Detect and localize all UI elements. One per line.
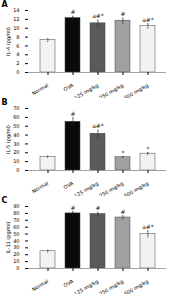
svg-text:125 mg/kg: 125 mg/kg (73, 180, 100, 196)
svg-text:8: 8 (16, 34, 19, 40)
svg-text:*: * (122, 149, 125, 156)
svg-text:#: # (120, 208, 125, 215)
svg-text:80: 80 (13, 210, 19, 216)
svg-text:IL-4 (pg/ml): IL-4 (pg/ml) (5, 27, 12, 56)
svg-text:0: 0 (16, 167, 19, 173)
svg-text:30: 30 (13, 244, 19, 250)
svg-text:500 mg/kg: 500 mg/kg (123, 278, 150, 294)
svg-text:IL-13 (pg/ml): IL-13 (pg/ml) (5, 221, 12, 253)
svg-text:10: 10 (13, 258, 19, 264)
svg-text:OVA: OVA (62, 180, 74, 191)
svg-text:a#*: a#* (142, 223, 154, 230)
svg-text:Normal: Normal (31, 82, 50, 96)
svg-text:40: 40 (13, 238, 19, 244)
svg-text:#: # (95, 204, 100, 211)
svg-text:C: C (2, 196, 8, 205)
svg-text:*: * (147, 145, 150, 152)
svg-text:10: 10 (13, 25, 19, 31)
svg-text:2: 2 (16, 60, 19, 66)
svg-text:50: 50 (13, 123, 19, 129)
svg-text:20: 20 (13, 149, 19, 155)
svg-text:OVA: OVA (62, 82, 74, 93)
svg-text:20: 20 (13, 251, 19, 257)
svg-text:12: 12 (13, 16, 19, 22)
svg-text:250 mg/kg: 250 mg/kg (98, 278, 125, 294)
svg-text:250 mg/kg: 250 mg/kg (98, 180, 125, 196)
svg-text:40: 40 (13, 132, 19, 138)
svg-text:a#*: a#* (92, 12, 104, 19)
svg-text:500 mg/kg: 500 mg/kg (123, 180, 150, 196)
svg-text:125 mg/kg: 125 mg/kg (73, 82, 100, 98)
svg-text:Normal: Normal (31, 278, 50, 292)
svg-text:a#*: a#* (92, 122, 104, 129)
svg-text:#: # (70, 8, 75, 15)
svg-text:a#*: a#* (142, 16, 154, 23)
svg-text:60: 60 (13, 114, 19, 120)
svg-text:10: 10 (13, 158, 19, 164)
svg-text:60: 60 (13, 224, 19, 230)
svg-text:Normal: Normal (31, 180, 50, 194)
svg-text:OVA: OVA (62, 278, 74, 289)
svg-text:4: 4 (16, 51, 19, 57)
svg-text:IL-5 (pg/ml): IL-5 (pg/ml) (5, 125, 12, 154)
svg-text:6: 6 (16, 43, 19, 49)
svg-text:B: B (2, 98, 8, 107)
svg-text:70: 70 (13, 217, 19, 223)
svg-text:90: 90 (13, 203, 19, 209)
svg-text:70: 70 (13, 105, 19, 111)
svg-text:14: 14 (13, 7, 19, 13)
svg-text:250 mg/kg: 250 mg/kg (98, 82, 125, 98)
svg-text:A: A (2, 0, 9, 9)
svg-text:#: # (70, 110, 75, 117)
svg-text:125 mg/kg: 125 mg/kg (73, 278, 100, 294)
svg-text:500 mg/kg: 500 mg/kg (123, 82, 150, 98)
svg-text:#: # (70, 204, 75, 211)
svg-text:50: 50 (13, 231, 19, 237)
svg-text:30: 30 (13, 141, 19, 147)
svg-text:0: 0 (16, 265, 19, 271)
svg-text:#: # (120, 10, 125, 17)
svg-text:0: 0 (16, 69, 19, 75)
